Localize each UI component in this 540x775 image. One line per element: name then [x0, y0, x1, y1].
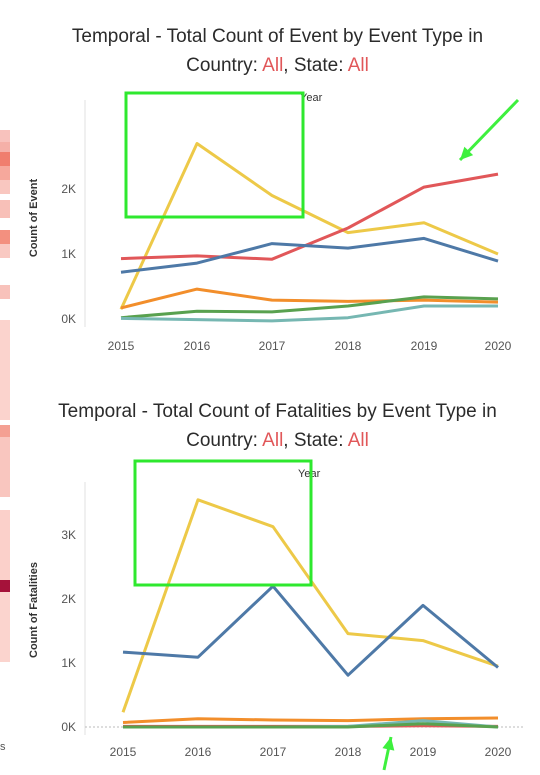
y-tick-label: 1K	[61, 656, 76, 670]
heatmap-cell	[0, 244, 10, 258]
heatmap-cell	[0, 580, 10, 592]
line-chart-fatalities: 0K 1K 2K 3K 2015 2016 2017 2018 2019 2020	[61, 482, 525, 759]
series-line-orange[interactable]	[120, 287, 499, 310]
annotation-arrow-shaft	[458, 98, 520, 162]
state-filter-value[interactable]: All	[347, 55, 369, 76]
title-line-1: Temporal - Total Count of Fatalities by …	[58, 401, 497, 422]
x-tick-label: 2019	[410, 745, 437, 759]
title-line-1: Temporal - Total Count of Event by Event…	[71, 26, 484, 47]
y-tick-label: 0K	[61, 312, 76, 326]
y-tick-label: 1K	[61, 247, 76, 261]
title-line-2: Country: All, State: All	[0, 51, 540, 80]
heatmap-cell	[0, 437, 10, 497]
chart-title-fatalities: Temporal - Total Count of Fatalities by …	[0, 397, 540, 455]
series-line-yellow[interactable]	[119, 142, 499, 310]
x-tick-label: 2020	[485, 745, 512, 759]
state-label: , State:	[283, 430, 344, 451]
country-label: Country:	[186, 430, 258, 451]
x-tick-label: 2020	[485, 339, 512, 353]
year-header-label: Year	[300, 92, 323, 104]
x-tick-label: 2019	[411, 339, 438, 353]
highlight-box	[124, 91, 305, 219]
line-chart-events: 0K 1K 2K 2015 2016 2017 2018 2019 2020	[61, 100, 512, 353]
country-filter-value[interactable]: All	[262, 55, 284, 76]
x-tick-label: 2015	[110, 745, 137, 759]
heatmap-cell	[0, 592, 10, 662]
title-line-2: Country: All, State: All	[0, 426, 540, 455]
country-label: Country:	[186, 55, 258, 76]
x-tick-label: 2015	[108, 339, 135, 353]
country-filter-value[interactable]: All	[262, 430, 284, 451]
chart-title-events: Temporal - Total Count of Event by Event…	[0, 22, 540, 80]
series-line-green[interactable]	[120, 295, 499, 320]
x-tick-label: 2016	[185, 745, 212, 759]
heatmap-cell	[0, 320, 10, 420]
heatmap-cell	[0, 230, 10, 244]
annotation-arrow-head	[460, 146, 474, 160]
x-tick-label: 2018	[335, 339, 362, 353]
cropped-label-fragment: s	[0, 741, 6, 753]
x-tick-label: 2017	[260, 745, 287, 759]
y-tick-label: 3K	[61, 528, 76, 542]
x-tick-label: 2016	[184, 339, 211, 353]
heatmap-cell	[0, 152, 10, 166]
heatmap-cell	[0, 142, 10, 152]
heatmap-cell	[0, 200, 10, 218]
state-label: , State:	[283, 55, 344, 76]
heatmap-cell	[0, 510, 10, 580]
heatmap-cell	[0, 166, 10, 180]
y-tick-label: 2K	[61, 182, 76, 196]
x-tick-label: 2017	[259, 339, 286, 353]
annotation-arrow-head	[382, 737, 395, 751]
heatmap-cell	[0, 425, 10, 437]
y-tick-label: 0K	[61, 720, 76, 734]
heatmap-cell	[0, 285, 10, 299]
series-line-orange[interactable]	[122, 716, 499, 724]
x-tick-label: 2018	[335, 745, 362, 759]
annotation-overlays	[124, 91, 520, 771]
y-tick-label: 2K	[61, 592, 76, 606]
heatmap-cell	[0, 130, 10, 142]
state-filter-value[interactable]: All	[347, 430, 369, 451]
heatmap-cell	[0, 180, 10, 194]
series-line-red[interactable]	[120, 172, 499, 261]
year-header-label: Year	[298, 468, 321, 480]
left-heatmap-strip	[0, 130, 10, 670]
highlight-box	[133, 459, 313, 587]
series-line-blue[interactable]	[122, 584, 499, 677]
series-line-green[interactable]	[123, 722, 499, 729]
series-line-teal[interactable]	[120, 304, 498, 323]
series-line-blue[interactable]	[120, 236, 499, 274]
